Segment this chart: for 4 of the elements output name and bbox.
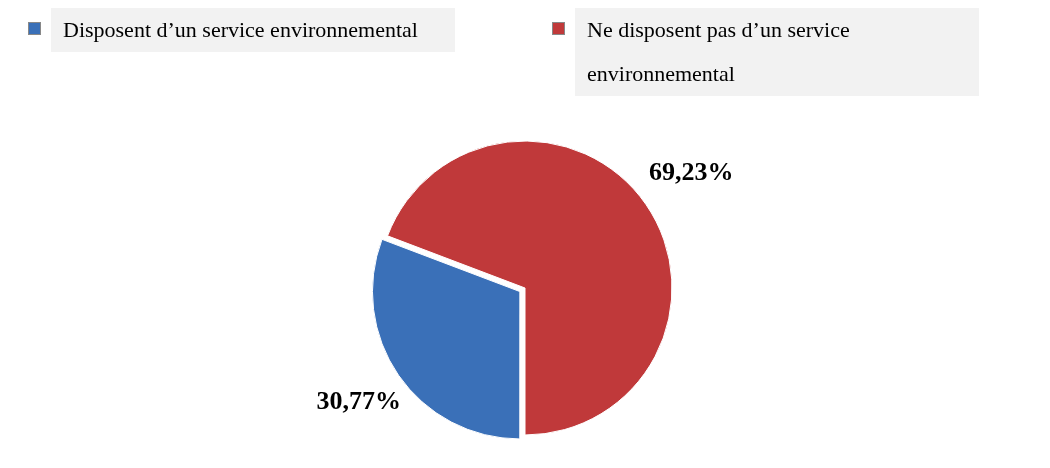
data-label: 30,77% <box>316 386 401 416</box>
legend-label: Disposent d’un service environnemental <box>51 8 455 52</box>
legend-label: Ne disposent pas d’un service environnemental <box>575 8 979 96</box>
data-label: 69,23% <box>649 156 734 186</box>
